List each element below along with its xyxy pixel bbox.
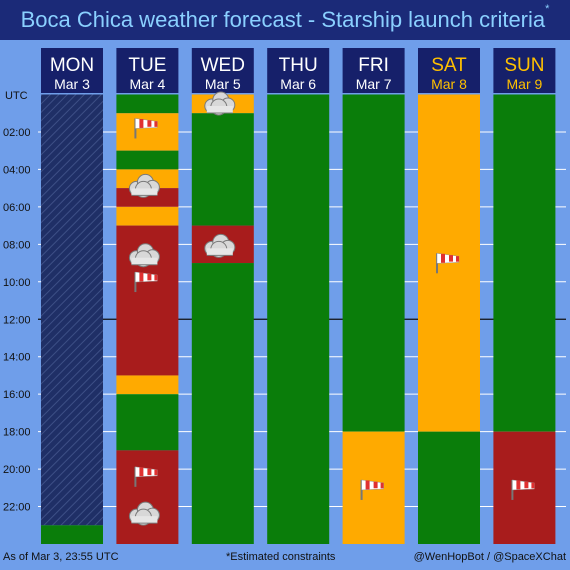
tick-label: 10:00 [3, 277, 31, 289]
day-date: Mar 8 [431, 76, 467, 92]
forecast-segment-go [191, 113, 254, 226]
cloud-icon [204, 233, 236, 258]
forecast-segment-marginal [116, 206, 179, 226]
day-header-box [116, 48, 179, 93]
day-name: MON [50, 55, 94, 76]
tick-label: 06:00 [3, 202, 31, 214]
cloud-icon [128, 173, 160, 198]
day-date: Mar 9 [507, 76, 543, 92]
day-header-box [418, 48, 480, 93]
cloud-icon [128, 501, 160, 526]
cloud-icon [204, 91, 236, 116]
time-axis: UTC 02:00 04:00 06:00 08:00 10:00 12:00 14:00 16… [3, 90, 31, 514]
day-header-box [493, 48, 556, 93]
footer-note: *Estimated constraints [226, 551, 336, 563]
tick-label: 20:00 [3, 464, 31, 476]
forecast-segment-past [41, 94, 103, 526]
forecast-segment-marginal [418, 94, 480, 432]
tick-label: 16:00 [3, 389, 31, 401]
wind-icon [511, 479, 535, 500]
title-asterisk: * [545, 3, 550, 15]
tick-label: 22:00 [3, 502, 31, 514]
tick-label: 18:00 [3, 427, 31, 439]
utc-label: UTC [5, 90, 28, 102]
day-date: Mar 7 [356, 76, 392, 92]
day-date: Mar 3 [54, 76, 90, 92]
wind-icon [134, 118, 158, 139]
tick-label: 02:00 [3, 127, 31, 139]
tick-label: 04:00 [3, 164, 31, 176]
forecast-segment-marginal [116, 375, 179, 395]
forecast-segment-go [41, 525, 103, 544]
day-header-box [267, 48, 330, 93]
forecast-segment-marginal [116, 113, 179, 151]
day-name: TUE [128, 55, 166, 76]
forecast-segment-go [116, 150, 179, 170]
forecast-segment-go [342, 94, 405, 432]
day-header-box [342, 48, 405, 93]
footer-timestamp: As of Mar 3, 23:55 UTC [3, 551, 119, 563]
cloud-icon [128, 243, 160, 268]
tick-label: 14:00 [3, 352, 31, 364]
wind-icon [360, 479, 384, 500]
day-date: Mar 6 [280, 76, 316, 92]
wind-icon [436, 253, 460, 274]
tick-label: 08:00 [3, 239, 31, 251]
forecast-segment-go [267, 94, 330, 544]
day-columns [41, 94, 556, 544]
wind-icon [134, 466, 158, 487]
day-header-box [191, 48, 254, 93]
tick-label: 12:00 [3, 314, 31, 326]
forecast-segment-go [418, 431, 480, 544]
forecast-segment-nogo [116, 450, 179, 544]
day-name: SAT [431, 55, 467, 76]
day-date: Mar 5 [205, 76, 241, 92]
forecast-segment-go [116, 394, 179, 451]
day-name: FRI [358, 55, 389, 76]
forecast-segment-go [191, 263, 254, 544]
forecast-segment-go [493, 94, 556, 432]
day-date: Mar 4 [130, 76, 166, 92]
forecast-segment-go [116, 94, 179, 114]
day-name: SUN [504, 55, 544, 76]
footer-credits: @WenHopBot / @SpaceXChat [413, 551, 566, 563]
day-name: THU [279, 55, 318, 76]
day-header-box [41, 48, 103, 93]
day-name: WED [201, 55, 245, 76]
page-title: Boca Chica weather forecast - Starship l… [0, 0, 570, 40]
weather-icons [128, 91, 535, 526]
title-text: Boca Chica weather forecast - Starship l… [20, 7, 546, 32]
wind-icon [134, 271, 158, 293]
